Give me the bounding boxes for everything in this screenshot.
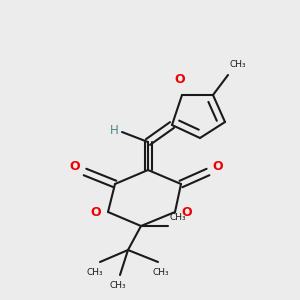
Text: CH₃: CH₃ bbox=[230, 60, 247, 69]
Text: CH₃: CH₃ bbox=[110, 281, 126, 290]
Text: O: O bbox=[175, 73, 185, 86]
Text: O: O bbox=[91, 206, 101, 218]
Text: CH₃: CH₃ bbox=[170, 213, 187, 222]
Text: O: O bbox=[70, 160, 80, 172]
Text: CH₃: CH₃ bbox=[153, 268, 169, 277]
Text: O: O bbox=[213, 160, 223, 172]
Text: CH₃: CH₃ bbox=[87, 268, 103, 277]
Text: O: O bbox=[182, 206, 192, 218]
Text: H: H bbox=[110, 124, 118, 136]
